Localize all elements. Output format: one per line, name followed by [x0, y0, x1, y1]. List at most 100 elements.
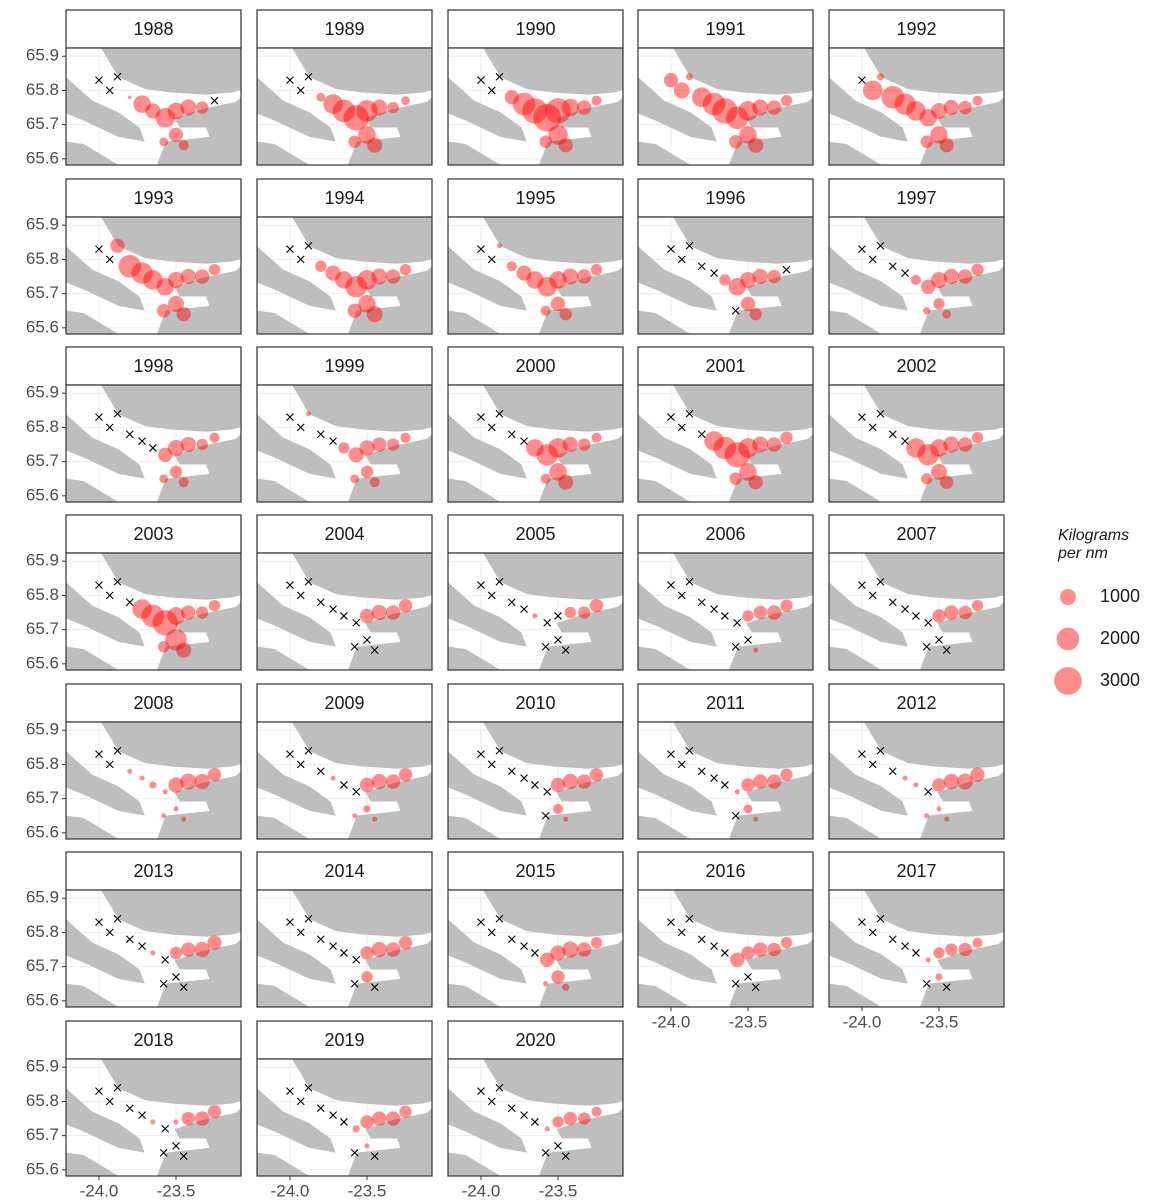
catch-point — [167, 295, 184, 312]
catch-point — [110, 238, 125, 253]
zero-catch-marker — [487, 423, 496, 432]
panel — [829, 48, 1004, 165]
catch-point — [551, 970, 565, 984]
panel — [638, 553, 813, 670]
land — [66, 141, 119, 165]
zero-catch-marker — [370, 1152, 379, 1161]
catch-point — [562, 983, 570, 991]
land — [829, 983, 882, 1007]
panel — [66, 217, 241, 334]
panel-border — [65, 216, 242, 335]
land — [729, 97, 813, 165]
catch-point — [118, 254, 142, 278]
catch-point — [919, 109, 937, 127]
zero-catch-marker — [138, 942, 146, 950]
zero-catch-marker — [172, 973, 180, 981]
zero-catch-marker — [105, 1097, 114, 1106]
zero-catch-marker — [286, 1087, 294, 1096]
land — [673, 553, 813, 600]
land — [101, 1059, 241, 1106]
x-tick-label: -23.5 — [920, 1012, 959, 1031]
panel-border — [637, 721, 814, 840]
catch-point — [315, 260, 327, 272]
land — [829, 141, 882, 165]
zero-catch-marker — [105, 255, 114, 264]
catch-point — [323, 94, 343, 114]
land — [729, 434, 813, 502]
facet-title: 1990 — [515, 19, 555, 39]
catch-point — [161, 813, 167, 819]
facet-title: 2000 — [515, 356, 555, 376]
panel — [829, 553, 1004, 670]
zero-catch-marker — [339, 1118, 348, 1126]
catch-point — [748, 137, 764, 153]
catch-point — [563, 816, 569, 822]
catch-point — [330, 775, 336, 781]
catch-point — [357, 270, 377, 290]
land — [864, 722, 1004, 769]
zero-catch-marker — [105, 591, 114, 600]
y-tick-label: 65.7 — [26, 956, 59, 975]
catch-point — [539, 135, 552, 148]
land — [864, 385, 1004, 432]
catch-point — [399, 1105, 412, 1118]
zero-catch-marker — [105, 86, 114, 95]
land — [829, 478, 882, 502]
panel-border — [256, 552, 433, 671]
zero-catch-marker — [942, 646, 951, 655]
catch-point — [702, 92, 726, 116]
land — [638, 919, 717, 984]
zero-catch-marker — [148, 444, 157, 452]
catch-point — [591, 432, 602, 443]
land — [157, 434, 241, 502]
panel-border — [65, 1058, 242, 1177]
catch-point — [371, 99, 388, 116]
y-tick-label: 65.6 — [26, 1159, 59, 1178]
catch-point — [127, 95, 132, 100]
land — [292, 385, 432, 432]
land — [257, 310, 310, 334]
catch-point — [522, 98, 548, 124]
zero-catch-marker — [487, 928, 496, 937]
y-tick-label: 65.9 — [26, 1057, 59, 1076]
catch-point — [562, 773, 578, 790]
catch-point — [167, 271, 184, 288]
catch-point — [169, 465, 183, 479]
zero-catch-marker — [95, 413, 103, 422]
catch-point — [944, 605, 959, 620]
zero-catch-marker — [304, 577, 313, 586]
catch-point — [400, 432, 411, 443]
catch-point — [352, 1125, 360, 1133]
zero-catch-marker — [487, 255, 496, 264]
legend-label: 2000 — [1100, 628, 1140, 648]
catch-point — [917, 444, 939, 466]
land — [539, 771, 623, 839]
catch-point — [943, 436, 960, 453]
zero-catch-marker — [487, 86, 496, 95]
catch-point — [367, 137, 383, 153]
land — [257, 751, 336, 816]
facet-title: 2007 — [896, 524, 936, 544]
land — [448, 246, 527, 311]
catch-point — [545, 98, 571, 124]
catch-point — [207, 935, 222, 950]
panel-border — [447, 216, 624, 335]
catch-point — [180, 773, 197, 790]
facet-strip — [447, 178, 624, 218]
land — [638, 478, 691, 502]
land — [348, 434, 432, 502]
x-tick-label: -23.5 — [348, 1181, 387, 1200]
catch-point — [559, 307, 572, 321]
panel — [638, 217, 813, 334]
zero-catch-marker — [113, 577, 122, 586]
zero-catch-marker — [477, 581, 485, 590]
land — [483, 217, 623, 264]
panel-border — [637, 552, 814, 671]
y-tick-label: 65.6 — [26, 990, 59, 1009]
facet-title: 2013 — [133, 861, 173, 881]
catch-point — [398, 598, 413, 613]
catch-point — [719, 274, 731, 286]
zero-catch-marker — [477, 413, 485, 422]
land — [729, 602, 813, 670]
catch-point — [150, 1119, 156, 1125]
